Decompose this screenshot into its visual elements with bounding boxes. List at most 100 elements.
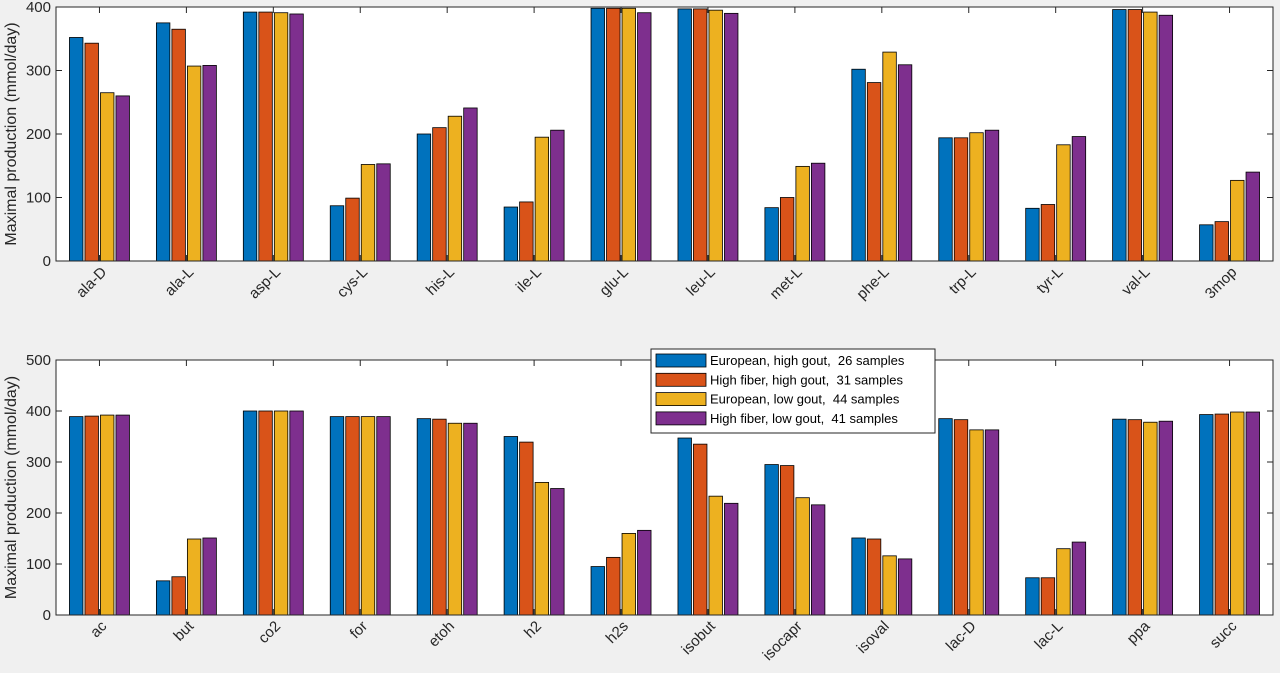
bar	[329, 205, 345, 262]
bar	[637, 529, 652, 616]
bar	[590, 566, 605, 616]
bar	[503, 206, 519, 262]
bar	[708, 495, 723, 616]
bar	[432, 418, 447, 616]
y-tick-label: 0	[43, 607, 51, 624]
bar	[376, 163, 391, 262]
bar	[795, 165, 810, 262]
bar	[69, 416, 84, 616]
series-2	[84, 7, 1229, 262]
bar	[764, 464, 779, 616]
y-tick-label: 300	[26, 454, 51, 471]
bar	[1071, 541, 1087, 616]
bar	[1112, 418, 1127, 616]
bar	[637, 12, 652, 262]
bar	[764, 207, 779, 262]
y-axis-label: Maximal production (mmol/day)	[3, 376, 20, 599]
bar	[345, 197, 360, 262]
bar	[519, 201, 534, 262]
bar	[345, 416, 360, 616]
bar	[677, 8, 692, 262]
legend-label: High fiber, low gout, 41 samples	[710, 411, 898, 426]
legend-swatch	[655, 353, 707, 368]
bar	[186, 538, 202, 616]
y-tick-label: 400	[26, 403, 51, 420]
bar	[329, 416, 345, 616]
bar	[242, 410, 258, 616]
y-tick-label: 100	[26, 190, 51, 207]
y-tick-label: 300	[26, 63, 51, 80]
legend-label: European, high gout, 26 samples	[710, 353, 905, 368]
bar	[202, 537, 217, 616]
bar	[851, 68, 866, 262]
bar	[1071, 136, 1087, 262]
legend-label: High fiber, high gout, 31 samples	[710, 372, 903, 387]
bar	[984, 129, 1000, 262]
bar	[100, 414, 115, 616]
bar	[289, 410, 304, 616]
bar	[810, 504, 826, 616]
bar	[186, 65, 202, 262]
bar	[534, 481, 550, 616]
y-tick-label: 500	[26, 352, 51, 369]
bar	[155, 22, 171, 262]
bar	[1214, 413, 1229, 616]
bar	[810, 162, 826, 262]
bar	[447, 422, 463, 616]
bar	[1056, 548, 1071, 616]
series-1	[69, 410, 1214, 616]
bar	[360, 416, 376, 616]
bar	[273, 410, 289, 616]
bar	[84, 415, 99, 616]
bar	[1230, 179, 1245, 262]
bar	[416, 418, 432, 616]
bar	[100, 92, 115, 262]
series-3	[100, 410, 1245, 616]
bar	[1143, 11, 1158, 262]
bar	[779, 197, 795, 262]
bar	[1025, 577, 1040, 616]
bar	[273, 12, 289, 262]
bar	[1025, 207, 1040, 262]
bar	[416, 133, 432, 262]
series-1	[69, 7, 1214, 262]
bar	[693, 8, 708, 262]
legend-swatch	[655, 411, 707, 426]
series-3	[100, 7, 1245, 262]
bar	[693, 443, 708, 616]
y-axis-label: Maximal production (mmol/day)	[3, 22, 20, 245]
y-tick-label: 200	[26, 126, 51, 143]
bar	[724, 502, 739, 616]
bar	[1230, 411, 1245, 616]
bar	[463, 107, 478, 262]
bar	[84, 42, 99, 262]
bar	[360, 164, 376, 262]
bar	[171, 576, 186, 616]
bar	[938, 418, 953, 616]
bar	[1245, 411, 1260, 616]
bar	[984, 429, 1000, 616]
bar	[171, 28, 186, 262]
bar	[1199, 224, 1214, 262]
bar	[1158, 420, 1174, 616]
bar	[866, 82, 882, 262]
bar	[795, 497, 810, 616]
bar	[534, 136, 550, 262]
bar	[969, 132, 984, 262]
y-tick-label: 100	[26, 556, 51, 573]
bar	[1127, 419, 1143, 616]
bar	[1245, 171, 1260, 262]
bar	[432, 127, 447, 262]
bar	[606, 556, 621, 616]
bar	[242, 11, 258, 262]
bar	[258, 11, 273, 262]
bar	[519, 441, 534, 616]
y-tick-label: 400	[26, 0, 51, 16]
legend-swatch	[655, 372, 707, 387]
bar	[606, 7, 621, 262]
bar	[882, 555, 897, 616]
bar	[1056, 144, 1071, 262]
bar	[897, 558, 913, 616]
bar	[621, 7, 636, 262]
